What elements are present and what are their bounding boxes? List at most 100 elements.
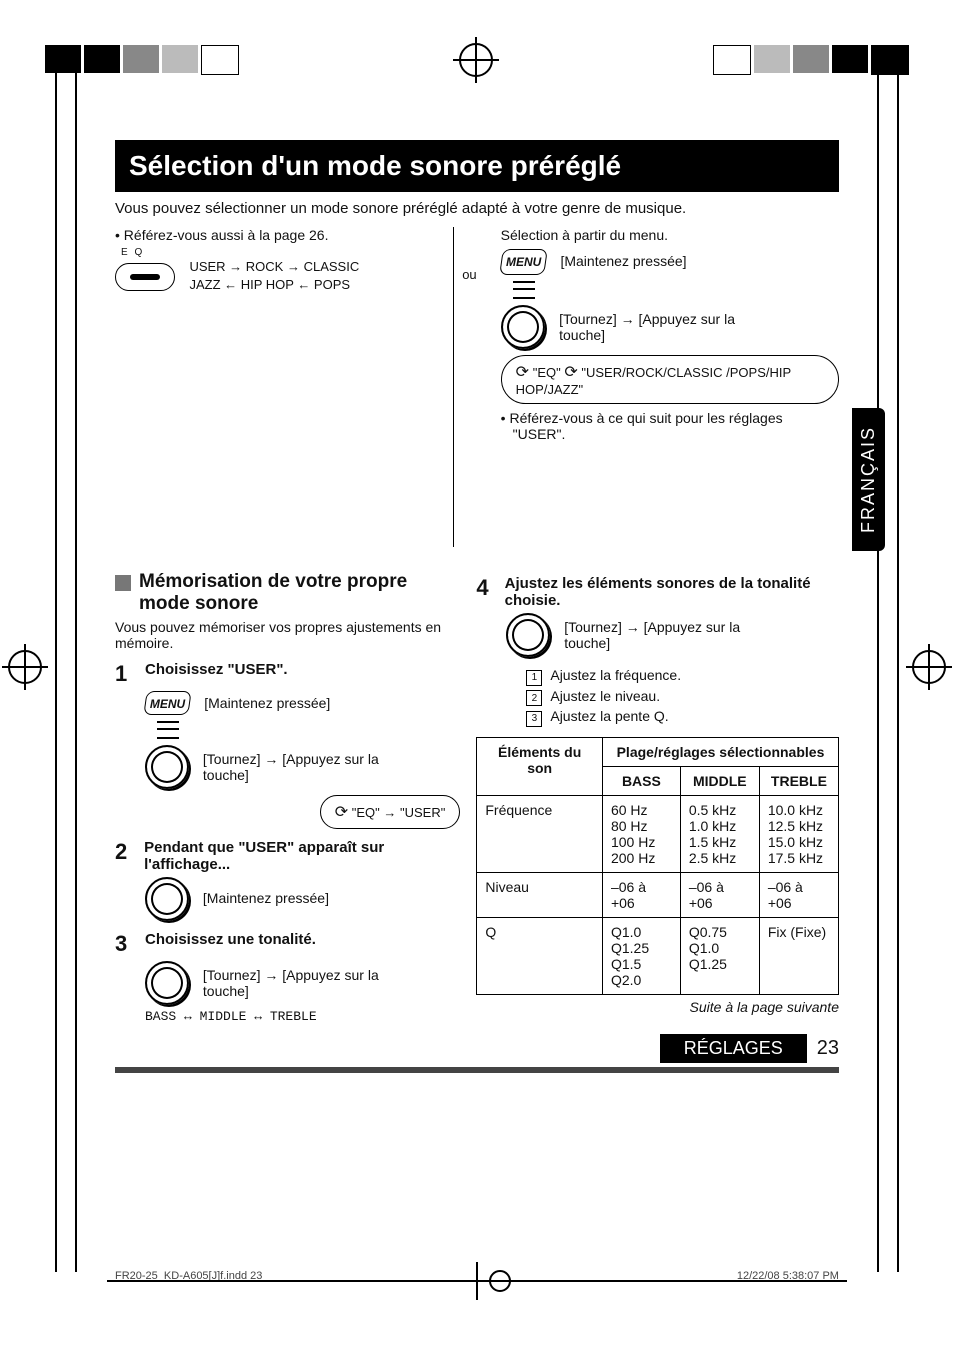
left-col: • Référez-vous aussi à la page 26. E Q U…	[115, 227, 437, 547]
turn-press-label: [Tournez] → [Appuyez sur la touche]	[559, 311, 779, 343]
eq-label: E Q	[121, 247, 437, 258]
or-divider: ou	[453, 227, 484, 547]
menu-selection-header: Sélection à partir du menu.	[501, 227, 839, 243]
press-hold-label: [Maintenez pressée]	[203, 890, 329, 906]
section-subtext: Vous pouvez mémoriser vos propres ajuste…	[115, 619, 460, 651]
cell-middle: –06 à +06	[680, 872, 759, 917]
page: Sélection d'un mode sonore préréglé Vous…	[0, 0, 954, 1352]
step-1-body: MENU [Maintenez pressée] [Tournez] → [Ap…	[145, 691, 460, 829]
turn-press-label: [Tournez] → [Appuyez sur la touche]	[203, 967, 403, 999]
footer-section-chip: RÉGLAGES	[660, 1034, 807, 1063]
tone-cycle: BASS ↔ MIDDLE ↔ TREBLE	[145, 1009, 460, 1024]
lower-two-column: Mémorisation de votre propre mode sonore…	[115, 547, 839, 1024]
tone-table: Éléments du son Plage/réglages sélection…	[476, 737, 839, 995]
registration-mark-bottom	[489, 1270, 511, 1292]
eq-cycle-bottom: JAZZ ← HIP HOP ← POPS	[189, 277, 350, 292]
crop-squares-right	[713, 45, 909, 75]
flow-arrow-icon	[513, 281, 535, 299]
crop-line	[877, 60, 879, 1272]
step-1-balloon-row: ⟳ "EQ" → "USER"	[145, 795, 460, 829]
substep-number-box: 1	[526, 670, 542, 686]
rotary-knob-icon	[145, 877, 189, 921]
eq-user-balloon: ⟳ "EQ" → "USER"	[320, 795, 461, 829]
th-elements: Éléments du son	[477, 737, 603, 795]
step-1: 1 Choisissez "USER".	[115, 661, 460, 687]
swirl-icon: ⟳	[335, 804, 348, 821]
step-4: 4 Ajustez les éléments sonores de la ton…	[476, 575, 839, 609]
eq-cycle-top: USER → ROCK → CLASSIC	[189, 259, 359, 274]
page-number: 23	[817, 1037, 839, 1060]
cell-bass: 60 Hz 80 Hz 100 Hz 200 Hz	[602, 795, 680, 872]
rotary-knob-icon	[501, 305, 545, 349]
step-4-body: [Tournez] → [Appuyez sur la touche] 1 Aj…	[506, 613, 839, 727]
eq-button-icon	[115, 263, 175, 291]
or-label: ou	[462, 267, 476, 282]
note-see-page: • Référez-vous aussi à la page 26.	[115, 227, 437, 243]
language-tab: FRANÇAIS	[852, 408, 885, 551]
print-marks-top	[0, 30, 954, 90]
cell-bass: –06 à +06	[602, 872, 680, 917]
step-number: 2	[115, 839, 134, 873]
tone-table-body: Fréquence 60 Hz 80 Hz 100 Hz 200 Hz 0.5 …	[477, 795, 839, 994]
step-number: 4	[476, 575, 494, 609]
substep-1: 1 Ajustez la fréquence.	[526, 667, 839, 686]
th-bass: BASS	[602, 766, 680, 795]
top-two-column: • Référez-vous aussi à la page 26. E Q U…	[115, 227, 839, 547]
continued-note: Suite à la page suivante	[476, 999, 839, 1015]
crop-line	[75, 60, 77, 1272]
press-hold-label: [Maintenez pressée]	[204, 695, 330, 711]
substep-number-box: 3	[526, 711, 542, 727]
substep-2-text: Ajustez le niveau.	[550, 688, 660, 704]
user-settings-note: • Référez-vous à ce qui suit pour les ré…	[501, 410, 839, 442]
swirl-icon: ⟳	[516, 364, 529, 381]
menu-button-label: MENU	[150, 697, 185, 711]
th-treble: TREBLE	[759, 766, 838, 795]
user-settings-note-text: Référez-vous à ce qui suit pour les régl…	[509, 410, 782, 442]
step-2-label: Pendant que "USER" apparaît sur l'affich…	[144, 839, 460, 873]
table-row: Q Q1.0 Q1.25 Q1.5 Q2.0 Q0.75 Q1.0 Q1.25 …	[477, 917, 839, 994]
step-3: 3 Choisissez une tonalité.	[115, 931, 460, 957]
step-3-label: Choisissez une tonalité.	[145, 931, 316, 957]
substep-1-text: Ajustez la fréquence.	[550, 667, 681, 683]
page-title: Sélection d'un mode sonore préréglé	[115, 140, 839, 192]
footer-rule	[115, 1067, 839, 1073]
menu-button-icon: MENU	[143, 691, 192, 715]
registration-mark-left	[8, 650, 42, 684]
knob-turn-row: [Tournez] → [Appuyez sur la touche]	[145, 745, 460, 789]
substep-number-box: 2	[526, 690, 542, 706]
cell-middle: 0.5 kHz 1.0 kHz 1.5 kHz 2.5 kHz	[680, 795, 759, 872]
print-footline: FR20-25_KD-A605[J]f.indd 23 12/22/08 5:3…	[115, 1270, 839, 1292]
substep-3-text: Ajustez la pente Q.	[550, 708, 668, 724]
step-3-body: [Tournez] → [Appuyez sur la touche] BASS…	[145, 961, 460, 1024]
cell-treble: –06 à +06	[759, 872, 838, 917]
step-1-balloon-text: "EQ" → "USER"	[352, 805, 446, 820]
row-name: Niveau	[477, 872, 603, 917]
swirl-icon: ⟳	[564, 364, 577, 381]
th-range: Plage/réglages sélectionnables	[602, 737, 838, 766]
substep-3: 3 Ajustez la pente Q.	[526, 708, 839, 727]
row-name: Fréquence	[477, 795, 603, 872]
section-heading-text: Mémorisation de votre propre mode sonore	[139, 571, 460, 615]
flow-arrow-icon	[157, 721, 179, 739]
step-2: 2 Pendant que "USER" apparaît sur l'affi…	[115, 839, 460, 873]
step-4-label: Ajustez les éléments sonores de la tonal…	[505, 575, 839, 609]
section-heading: Mémorisation de votre propre mode sonore	[115, 571, 460, 615]
menu-button-label: MENU	[506, 255, 541, 269]
lower-left-col: Mémorisation de votre propre mode sonore…	[115, 547, 460, 1024]
intro-text: Vous pouvez sélectionner un mode sonore …	[115, 200, 839, 217]
press-hold-label: [Maintenez pressée]	[560, 253, 686, 269]
table-row: Fréquence 60 Hz 80 Hz 100 Hz 200 Hz 0.5 …	[477, 795, 839, 872]
cell-treble: 10.0 kHz 12.5 kHz 15.0 kHz 17.5 kHz	[759, 795, 838, 872]
crop-line	[897, 60, 899, 1272]
eq-user-balloon-row: ⟳ "EQ" ⟳ "USER/ROCK/CLASSIC /POPS/HIP HO…	[501, 355, 839, 404]
cell-treble: Fix (Fixe)	[759, 917, 838, 994]
step-number: 1	[115, 661, 135, 687]
table-row: Niveau –06 à +06 –06 à +06 –06 à +06	[477, 872, 839, 917]
substep-2: 2 Ajustez le niveau.	[526, 688, 839, 707]
rotary-knob-icon	[506, 613, 550, 657]
knob-turn-row: [Tournez] → [Appuyez sur la touche]	[501, 305, 839, 349]
registration-mark-top	[459, 43, 493, 77]
row-name: Q	[477, 917, 603, 994]
step-2-body: [Maintenez pressée]	[145, 877, 460, 921]
note-see-page-text: Référez-vous aussi à la page 26.	[124, 227, 329, 243]
